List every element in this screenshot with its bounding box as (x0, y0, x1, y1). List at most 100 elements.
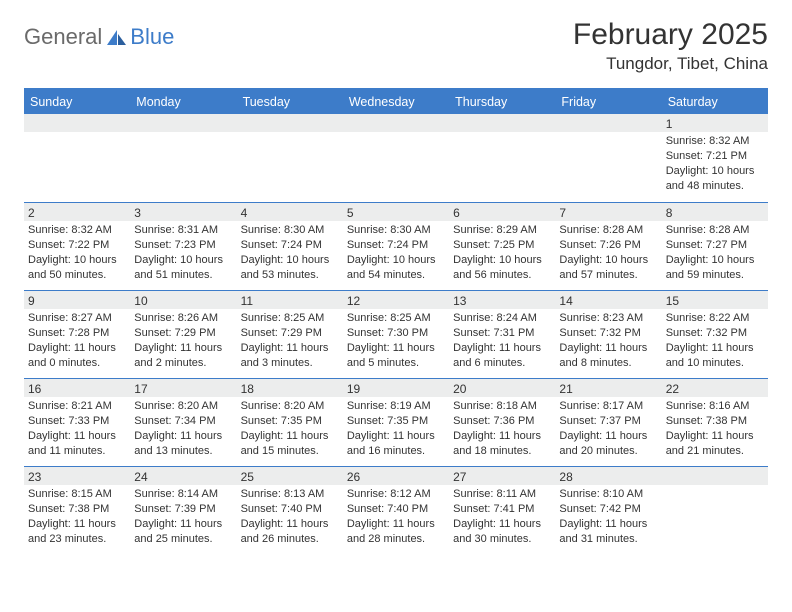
day-body: Sunrise: 8:10 AMSunset: 7:42 PMDaylight:… (555, 485, 661, 550)
day-body: Sunrise: 8:12 AMSunset: 7:40 PMDaylight:… (343, 485, 449, 550)
daylight-text: Daylight: 11 hours and 2 minutes. (134, 341, 232, 371)
sunset-text: Sunset: 7:28 PM (28, 326, 126, 341)
week-row: 9Sunrise: 8:27 AMSunset: 7:28 PMDaylight… (24, 290, 768, 378)
day-cell: 25Sunrise: 8:13 AMSunset: 7:40 PMDayligh… (237, 467, 343, 554)
daylight-text: Daylight: 11 hours and 8 minutes. (559, 341, 657, 371)
day-cell: 15Sunrise: 8:22 AMSunset: 7:32 PMDayligh… (662, 291, 768, 378)
day-body (24, 132, 130, 138)
sunset-text: Sunset: 7:35 PM (347, 414, 445, 429)
sunset-text: Sunset: 7:34 PM (134, 414, 232, 429)
sunrise-text: Sunrise: 8:20 AM (241, 399, 339, 414)
day-number: 12 (343, 291, 449, 309)
daylight-text: Daylight: 11 hours and 11 minutes. (28, 429, 126, 459)
sunset-text: Sunset: 7:41 PM (453, 502, 551, 517)
sunset-text: Sunset: 7:29 PM (241, 326, 339, 341)
day-cell: 6Sunrise: 8:29 AMSunset: 7:25 PMDaylight… (449, 203, 555, 290)
day-body: Sunrise: 8:29 AMSunset: 7:25 PMDaylight:… (449, 221, 555, 286)
sunrise-text: Sunrise: 8:32 AM (666, 134, 764, 149)
sunset-text: Sunset: 7:27 PM (666, 238, 764, 253)
sunrise-text: Sunrise: 8:13 AM (241, 487, 339, 502)
daylight-text: Daylight: 10 hours and 56 minutes. (453, 253, 551, 283)
brand-part2: Blue (130, 24, 174, 50)
day-cell: 4Sunrise: 8:30 AMSunset: 7:24 PMDaylight… (237, 203, 343, 290)
sunset-text: Sunset: 7:26 PM (559, 238, 657, 253)
daylight-text: Daylight: 11 hours and 23 minutes. (28, 517, 126, 547)
sunset-text: Sunset: 7:24 PM (347, 238, 445, 253)
day-number: 1 (662, 114, 768, 132)
daylight-text: Daylight: 11 hours and 15 minutes. (241, 429, 339, 459)
day-number: 11 (237, 291, 343, 309)
daylight-text: Daylight: 11 hours and 30 minutes. (453, 517, 551, 547)
day-cell: 21Sunrise: 8:17 AMSunset: 7:37 PMDayligh… (555, 379, 661, 466)
day-body (130, 132, 236, 138)
sunset-text: Sunset: 7:36 PM (453, 414, 551, 429)
sunrise-text: Sunrise: 8:10 AM (559, 487, 657, 502)
day-body: Sunrise: 8:17 AMSunset: 7:37 PMDaylight:… (555, 397, 661, 462)
day-number: 9 (24, 291, 130, 309)
day-body: Sunrise: 8:23 AMSunset: 7:32 PMDaylight:… (555, 309, 661, 374)
day-body (662, 485, 768, 491)
day-cell: 26Sunrise: 8:12 AMSunset: 7:40 PMDayligh… (343, 467, 449, 554)
day-number: 10 (130, 291, 236, 309)
sunset-text: Sunset: 7:30 PM (347, 326, 445, 341)
daylight-text: Daylight: 11 hours and 0 minutes. (28, 341, 126, 371)
day-cell (237, 114, 343, 202)
brand-sail-icon (106, 28, 128, 46)
title-block: February 2025 Tungdor, Tibet, China (573, 18, 768, 74)
daylight-text: Daylight: 10 hours and 50 minutes. (28, 253, 126, 283)
day-cell: 22Sunrise: 8:16 AMSunset: 7:38 PMDayligh… (662, 379, 768, 466)
day-body: Sunrise: 8:13 AMSunset: 7:40 PMDaylight:… (237, 485, 343, 550)
daylight-text: Daylight: 10 hours and 57 minutes. (559, 253, 657, 283)
day-cell (662, 467, 768, 554)
daylight-text: Daylight: 10 hours and 59 minutes. (666, 253, 764, 283)
daylight-text: Daylight: 11 hours and 5 minutes. (347, 341, 445, 371)
week-row: 23Sunrise: 8:15 AMSunset: 7:38 PMDayligh… (24, 466, 768, 554)
sunset-text: Sunset: 7:29 PM (134, 326, 232, 341)
sunset-text: Sunset: 7:21 PM (666, 149, 764, 164)
sunrise-text: Sunrise: 8:18 AM (453, 399, 551, 414)
brand-part1: General (24, 24, 102, 50)
sunrise-text: Sunrise: 8:25 AM (347, 311, 445, 326)
daylight-text: Daylight: 10 hours and 53 minutes. (241, 253, 339, 283)
day-cell (130, 114, 236, 202)
location-subtitle: Tungdor, Tibet, China (573, 54, 768, 74)
day-cell (449, 114, 555, 202)
day-body: Sunrise: 8:15 AMSunset: 7:38 PMDaylight:… (24, 485, 130, 550)
day-body: Sunrise: 8:16 AMSunset: 7:38 PMDaylight:… (662, 397, 768, 462)
page-header: General Blue February 2025 Tungdor, Tibe… (24, 18, 768, 74)
day-body: Sunrise: 8:11 AMSunset: 7:41 PMDaylight:… (449, 485, 555, 550)
sunrise-text: Sunrise: 8:32 AM (28, 223, 126, 238)
day-body: Sunrise: 8:25 AMSunset: 7:30 PMDaylight:… (343, 309, 449, 374)
day-header-sun: Sunday (24, 90, 130, 114)
sunrise-text: Sunrise: 8:25 AM (241, 311, 339, 326)
day-number: 15 (662, 291, 768, 309)
day-number (24, 114, 130, 132)
sunrise-text: Sunrise: 8:31 AM (134, 223, 232, 238)
day-cell: 23Sunrise: 8:15 AMSunset: 7:38 PMDayligh… (24, 467, 130, 554)
calendar-grid: Sunday Monday Tuesday Wednesday Thursday… (24, 88, 768, 554)
day-number (662, 467, 768, 485)
sunrise-text: Sunrise: 8:30 AM (241, 223, 339, 238)
daylight-text: Daylight: 11 hours and 31 minutes. (559, 517, 657, 547)
sunrise-text: Sunrise: 8:16 AM (666, 399, 764, 414)
daylight-text: Daylight: 10 hours and 54 minutes. (347, 253, 445, 283)
sunset-text: Sunset: 7:40 PM (347, 502, 445, 517)
day-number: 5 (343, 203, 449, 221)
day-number: 3 (130, 203, 236, 221)
sunset-text: Sunset: 7:40 PM (241, 502, 339, 517)
day-header-thu: Thursday (449, 90, 555, 114)
day-number: 4 (237, 203, 343, 221)
brand-logo: General Blue (24, 18, 174, 50)
daylight-text: Daylight: 11 hours and 20 minutes. (559, 429, 657, 459)
calendar-page: General Blue February 2025 Tungdor, Tibe… (0, 0, 792, 566)
day-cell: 14Sunrise: 8:23 AMSunset: 7:32 PMDayligh… (555, 291, 661, 378)
day-number: 7 (555, 203, 661, 221)
day-cell: 2Sunrise: 8:32 AMSunset: 7:22 PMDaylight… (24, 203, 130, 290)
day-body: Sunrise: 8:30 AMSunset: 7:24 PMDaylight:… (343, 221, 449, 286)
day-number: 8 (662, 203, 768, 221)
sunrise-text: Sunrise: 8:21 AM (28, 399, 126, 414)
sunset-text: Sunset: 7:38 PM (666, 414, 764, 429)
day-cell: 8Sunrise: 8:28 AMSunset: 7:27 PMDaylight… (662, 203, 768, 290)
day-body (343, 132, 449, 138)
sunset-text: Sunset: 7:38 PM (28, 502, 126, 517)
